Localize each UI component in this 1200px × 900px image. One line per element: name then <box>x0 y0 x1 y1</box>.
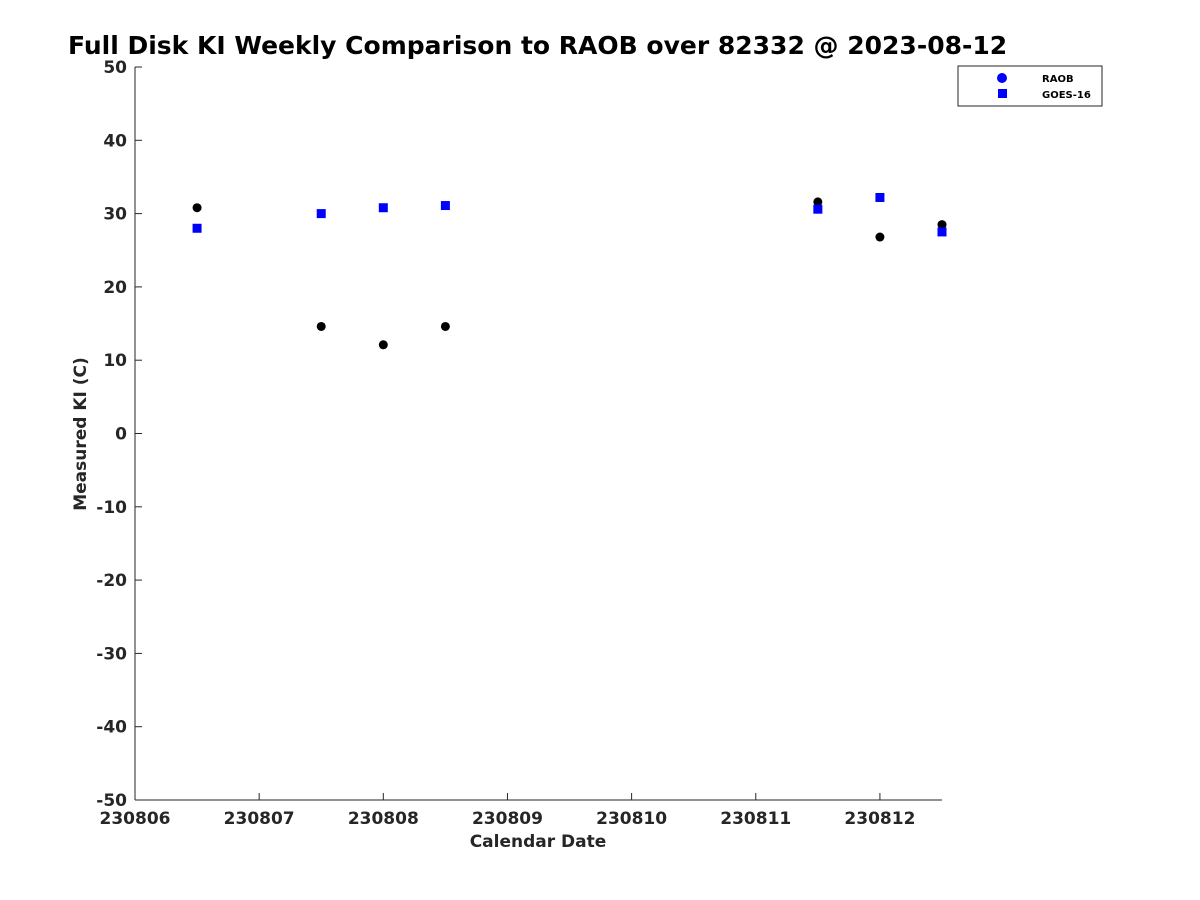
y-tick-label: -30 <box>96 644 127 664</box>
legend-box <box>957 65 1103 107</box>
y-tick-label: 40 <box>103 131 127 151</box>
y-tick-label: 0 <box>115 425 127 445</box>
raob-point <box>192 203 202 213</box>
legend-raob-label: RAOB <box>1042 74 1074 85</box>
goes16-point <box>440 201 450 211</box>
raob-point <box>440 321 450 331</box>
y-tick-label: 30 <box>103 205 127 225</box>
y-axis-ticks: -50 -40 -30 -20 -10 0 10 20 30 40 50 <box>96 58 142 811</box>
x-tick-label: 230810 <box>596 809 667 829</box>
chart-title: Full Disk KI Weekly Comparison to RAOB o… <box>68 31 1007 60</box>
y-tick-label: -50 <box>96 791 127 811</box>
goes16-point <box>875 192 885 202</box>
series-raob <box>192 197 947 350</box>
y-tick-label: 20 <box>103 278 127 298</box>
x-tick-label: 230809 <box>472 809 543 829</box>
goes16-point <box>378 203 388 213</box>
raob-point <box>378 340 388 350</box>
goes16-point <box>937 227 947 237</box>
series-goes16 <box>192 192 947 237</box>
raob-point <box>813 197 823 207</box>
y-tick-label: 10 <box>103 351 127 371</box>
x-axis-label: Calendar Date <box>470 832 607 852</box>
legend-goes16-marker <box>998 89 1007 98</box>
x-axis-ticks: 230806 230807 230808 230809 230810 230811 2308… <box>100 793 915 829</box>
y-axis-label: Measured KI (C) <box>71 357 91 511</box>
y-tick-label: -10 <box>96 498 127 518</box>
goes16-point <box>316 209 326 219</box>
raob-point <box>937 220 947 230</box>
goes16-point <box>192 223 202 233</box>
raob-point <box>875 232 885 242</box>
x-tick-label: 230806 <box>100 809 171 829</box>
y-tick-label: 50 <box>103 58 127 78</box>
y-tick-label: -20 <box>96 571 127 591</box>
legend-raob-marker <box>997 73 1007 83</box>
legend: RAOB GOES-16 <box>957 65 1103 107</box>
goes16-point <box>813 204 823 214</box>
x-tick-label: 230811 <box>720 809 791 829</box>
x-tick-label: 230807 <box>224 809 295 829</box>
y-tick-label: -40 <box>96 718 127 738</box>
x-tick-label: 230808 <box>348 809 419 829</box>
raob-point <box>316 321 326 331</box>
legend-goes16-label: GOES-16 <box>1042 90 1091 101</box>
x-tick-label: 230812 <box>844 809 915 829</box>
